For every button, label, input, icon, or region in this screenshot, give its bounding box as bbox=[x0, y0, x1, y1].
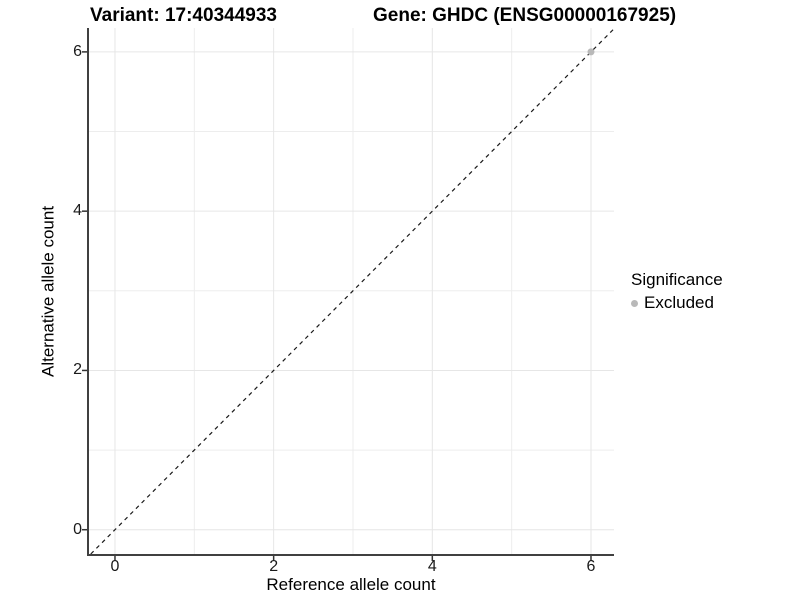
data-point-excluded bbox=[587, 48, 595, 56]
y-axis-title: Alternative allele count bbox=[38, 205, 58, 377]
gene-title: Gene: GHDC (ENSG00000167925) bbox=[373, 5, 677, 26]
y-tick-label: 0 bbox=[73, 520, 82, 538]
y-tick-label: 6 bbox=[73, 42, 82, 60]
identity-diagonal-line bbox=[90, 28, 615, 555]
y-tick-label: 4 bbox=[73, 202, 82, 220]
legend-item: Excluded bbox=[631, 293, 723, 313]
y-tick-label: 2 bbox=[73, 361, 82, 379]
x-tick-label: 2 bbox=[269, 558, 279, 575]
legend-title: Significance bbox=[631, 270, 723, 289]
legend: Significance Excluded bbox=[631, 269, 723, 313]
legend-items: Excluded bbox=[631, 293, 723, 313]
legend-point-icon bbox=[631, 299, 638, 307]
x-axis-title: Reference allele count bbox=[266, 575, 436, 594]
legend-item-label: Excluded bbox=[644, 293, 714, 312]
variant-title: Variant: 17:40344933 bbox=[90, 5, 277, 26]
x-tick-label: 4 bbox=[427, 558, 437, 575]
x-tick-label: 0 bbox=[110, 558, 120, 575]
x-tick-label: 6 bbox=[586, 558, 596, 575]
